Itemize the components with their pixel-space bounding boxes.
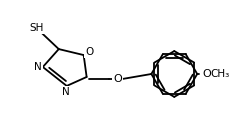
Text: N: N [62, 87, 69, 97]
Text: O: O [85, 47, 94, 57]
Text: O: O [113, 74, 122, 84]
Text: CH₃: CH₃ [210, 69, 229, 79]
Text: N: N [34, 62, 42, 72]
Text: SH: SH [30, 23, 44, 33]
Text: O: O [202, 69, 211, 79]
